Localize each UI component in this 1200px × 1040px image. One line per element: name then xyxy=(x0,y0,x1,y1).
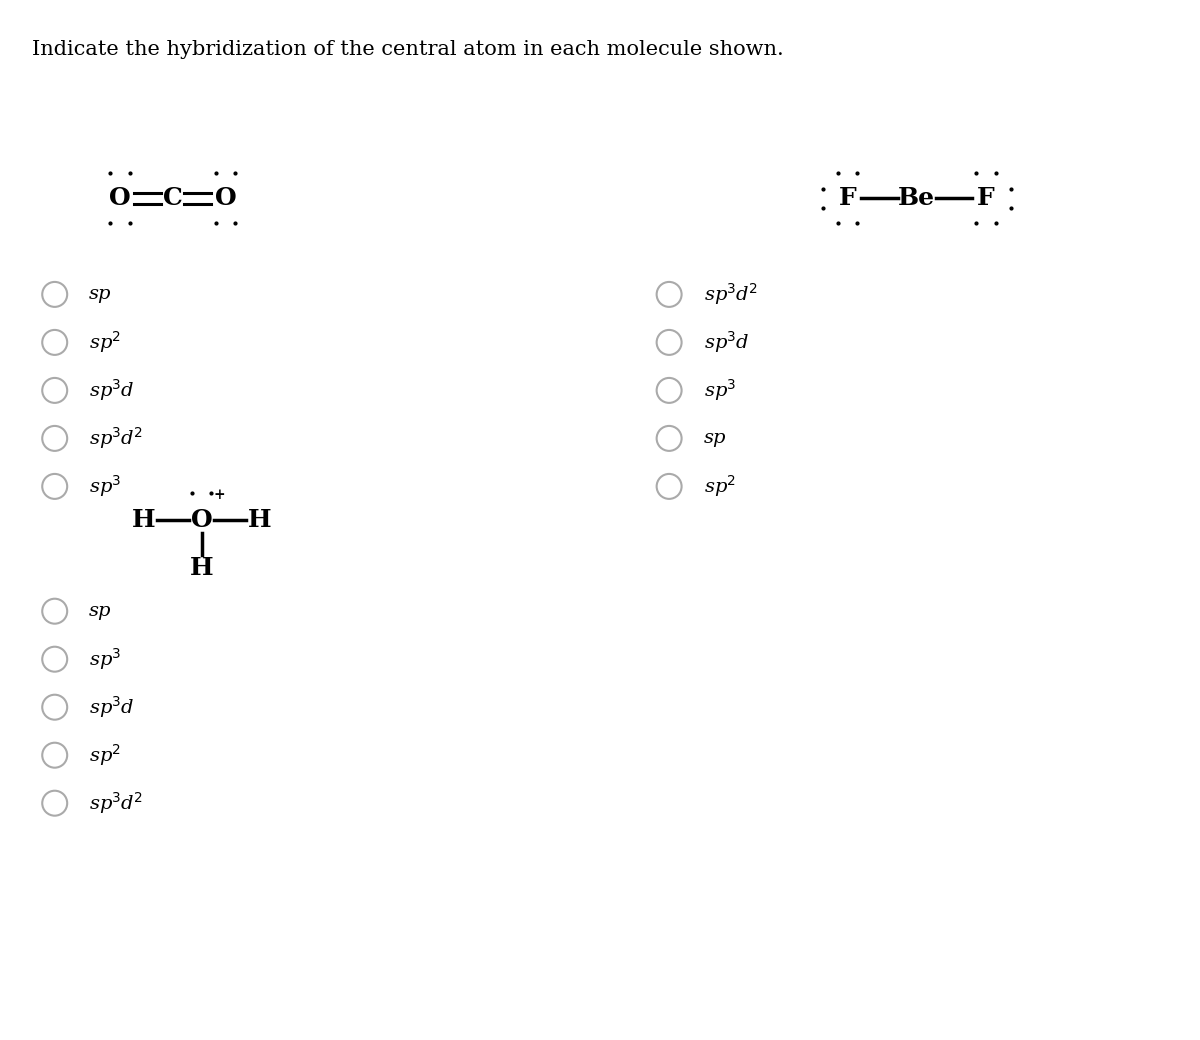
Text: H: H xyxy=(247,508,271,532)
Text: sp$^3$d: sp$^3$d xyxy=(703,330,749,356)
Text: sp$^2$: sp$^2$ xyxy=(89,743,121,769)
Text: Indicate the hybridization of the central atom in each molecule shown.: Indicate the hybridization of the centra… xyxy=(31,40,784,59)
Text: sp$^3$d: sp$^3$d xyxy=(89,695,134,720)
Text: H: H xyxy=(190,556,214,580)
Text: C: C xyxy=(163,186,182,210)
Text: O: O xyxy=(109,186,131,210)
Text: O: O xyxy=(215,186,236,210)
Text: Be: Be xyxy=(899,186,935,210)
Text: sp$^3$d: sp$^3$d xyxy=(89,378,134,404)
Text: sp: sp xyxy=(89,285,112,304)
Text: F: F xyxy=(977,186,995,210)
Text: sp$^2$: sp$^2$ xyxy=(703,473,736,499)
Text: sp$^3$d$^2$: sp$^3$d$^2$ xyxy=(89,790,143,816)
Text: sp$^3$: sp$^3$ xyxy=(89,646,121,672)
Text: sp: sp xyxy=(703,430,726,447)
Text: sp: sp xyxy=(89,602,112,620)
Text: O: O xyxy=(191,508,212,532)
Text: H: H xyxy=(132,508,156,532)
Text: sp$^3$d$^2$: sp$^3$d$^2$ xyxy=(703,282,757,308)
Text: F: F xyxy=(839,186,857,210)
Text: sp$^3$d$^2$: sp$^3$d$^2$ xyxy=(89,425,143,451)
Text: sp$^3$: sp$^3$ xyxy=(703,378,736,404)
Text: sp$^3$: sp$^3$ xyxy=(89,473,121,499)
Text: sp$^2$: sp$^2$ xyxy=(89,330,121,356)
Text: +: + xyxy=(214,488,224,502)
